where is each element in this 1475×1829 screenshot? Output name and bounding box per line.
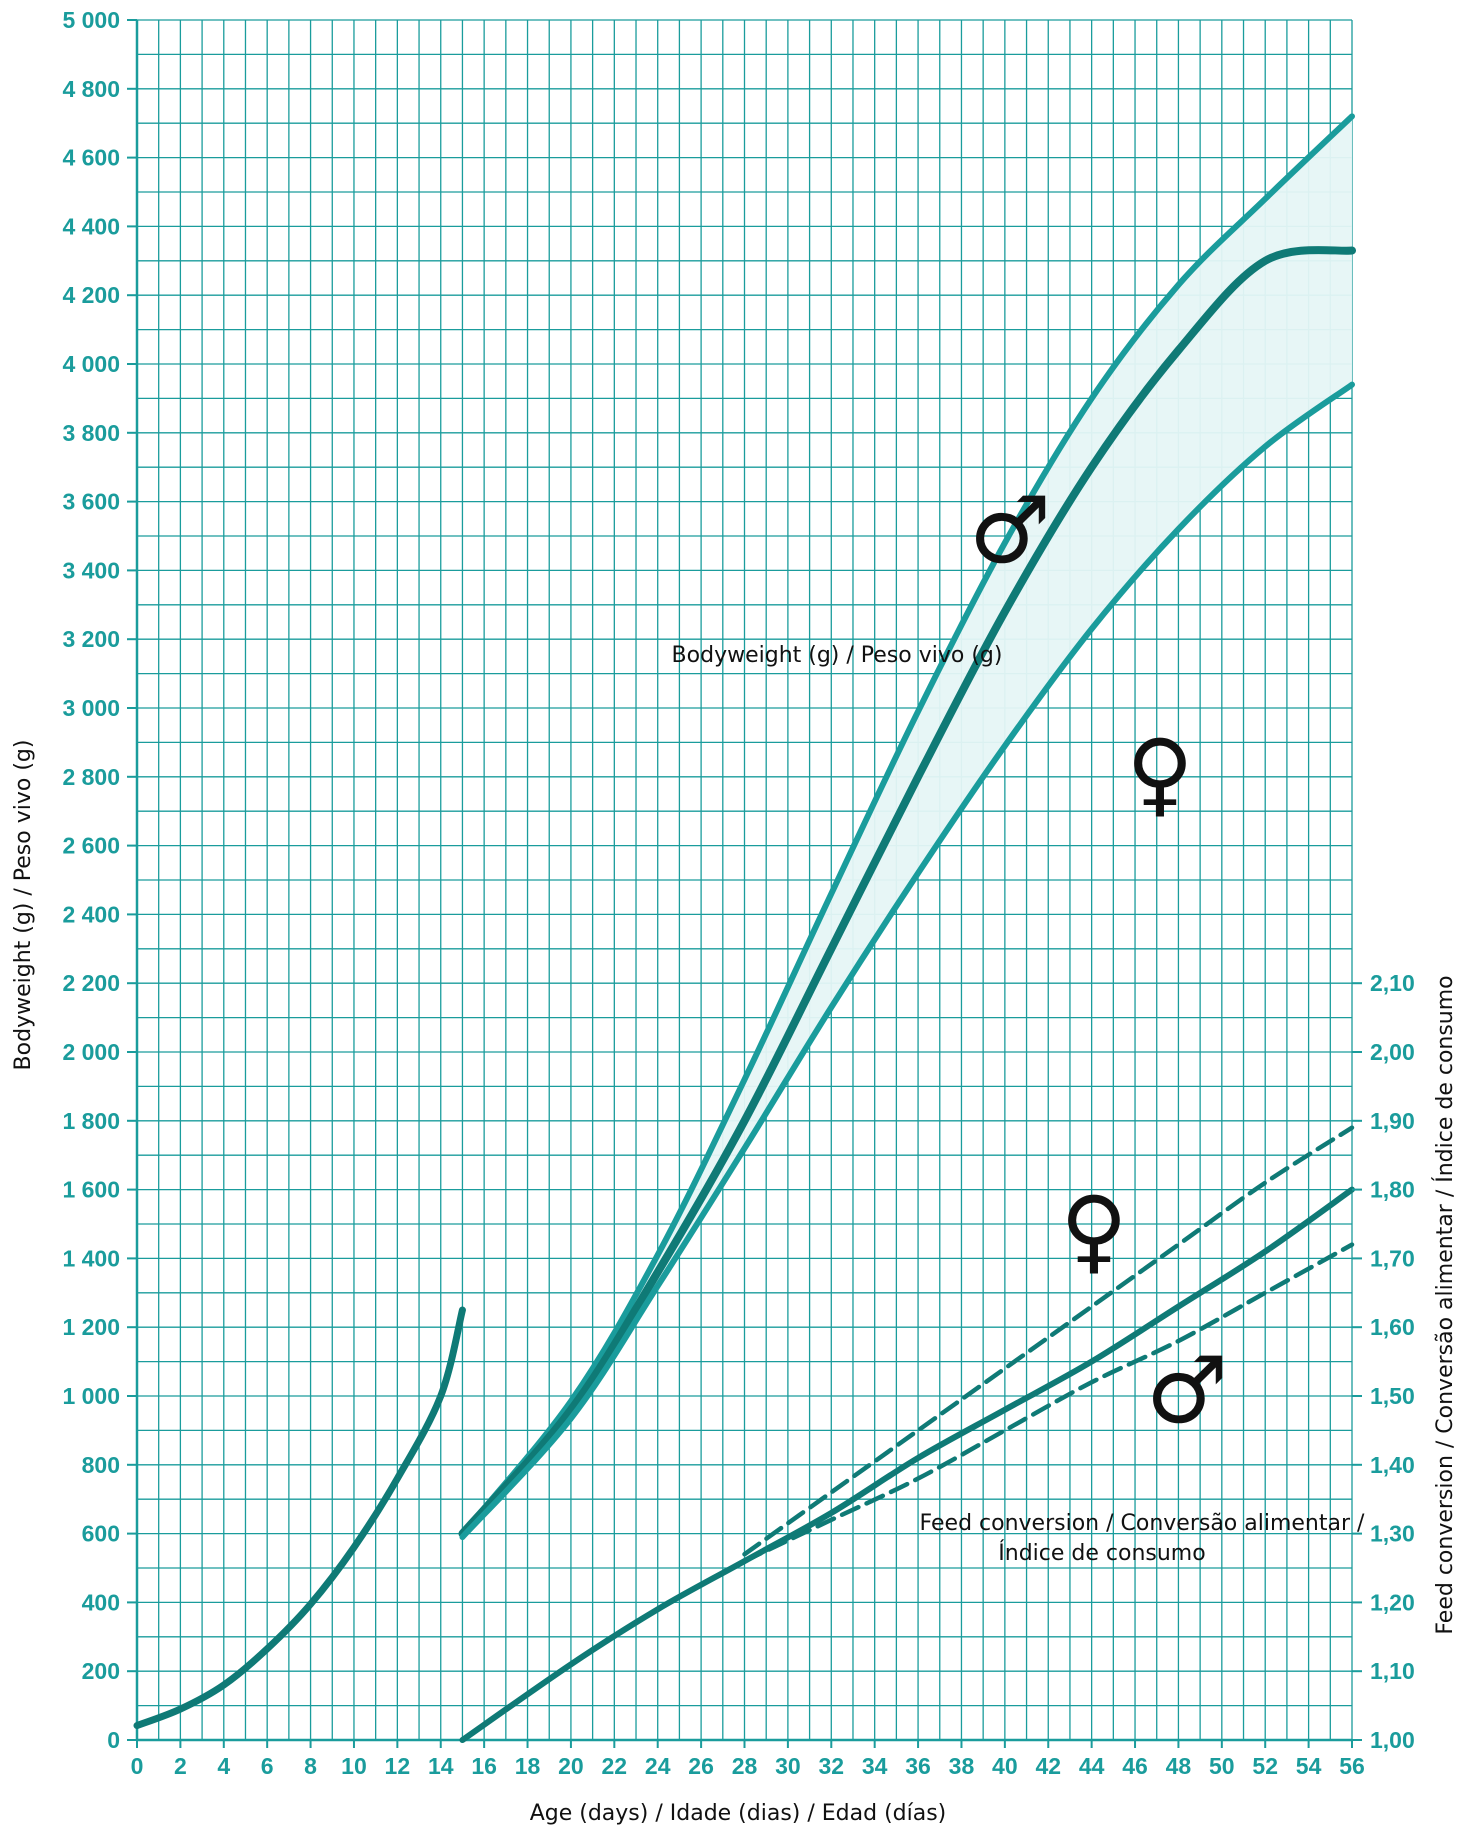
- female-symbol-bodyweight: ♀: [1126, 720, 1193, 827]
- y-tick-label: 1 600: [62, 1177, 120, 1203]
- y-tick-label: 0: [107, 1727, 120, 1753]
- series-line-dashed-upper: [742, 1125, 1355, 1557]
- x-tick-label: 0: [131, 1753, 144, 1779]
- y-tick-label: 2 200: [62, 970, 120, 996]
- y2-tick-label: 1,80: [1370, 1177, 1415, 1203]
- x-tick-label: 34: [862, 1753, 888, 1779]
- x-tick-label: 38: [949, 1753, 975, 1779]
- y-tick-label: 2 400: [62, 901, 120, 927]
- y2-tick-label: 1,60: [1370, 1314, 1415, 1340]
- female-symbol-feed-conversion: ♀: [1060, 1177, 1127, 1284]
- series-line-dashed-lower: [742, 1242, 1355, 1564]
- x-tick-label: 40: [992, 1753, 1018, 1779]
- y-tick-label: 3 400: [62, 557, 120, 583]
- x-tick-label: 54: [1296, 1753, 1322, 1779]
- grid-lines: [135, 19, 1353, 1742]
- x-tick-label: 52: [1252, 1753, 1278, 1779]
- series-line-solid-thick: [133, 1306, 466, 1730]
- x-tick-label: 56: [1339, 1753, 1365, 1779]
- series-line-solid-lower: [459, 381, 1355, 1541]
- y2-tick-label: 1,50: [1370, 1383, 1415, 1409]
- y2-tick-label: 2,10: [1370, 970, 1415, 996]
- x-tick-label: 10: [341, 1753, 367, 1779]
- x-tick-label: 12: [385, 1753, 411, 1779]
- y2-tick-label: 1,90: [1370, 1108, 1415, 1134]
- y-tick-label: 5 000: [62, 7, 120, 33]
- x-tick-label: 20: [558, 1753, 584, 1779]
- x-tick-label: 4: [217, 1753, 230, 1779]
- y-tick-label: 1 200: [62, 1314, 120, 1340]
- x-tick-label: 32: [818, 1753, 844, 1779]
- y-tick-label: 1 000: [62, 1383, 120, 1409]
- y2-tick-label: 2,00: [1370, 1039, 1415, 1065]
- x-tick-label: 26: [688, 1753, 714, 1779]
- series-line-solid-upper: [459, 113, 1355, 1537]
- series-line-solid: [459, 1186, 1355, 1743]
- y2-tick-label: 1,70: [1370, 1245, 1415, 1271]
- x-tick-label: 8: [304, 1753, 317, 1779]
- y-tick-label: 3 200: [62, 626, 120, 652]
- y-tick-label: 1 800: [62, 1108, 120, 1134]
- y-tick-label: 800: [82, 1452, 120, 1478]
- y-tick-label: 2 600: [62, 833, 120, 859]
- x-tick-label: 42: [1035, 1753, 1061, 1779]
- x-axis-ticks: 0 2 4 6 8 10 12 14 16 18 20 22 24 26 28 30 32 34 36 38 40 42 4…: [131, 1740, 1365, 1779]
- x-tick-label: 18: [515, 1753, 541, 1779]
- y2-tick-label: 1,10: [1370, 1658, 1415, 1684]
- y2-axis-ticks: 1,00 1,10 1,20 1,30 1,40 1,50 1,60 1,70 1,80 1,90…: [1352, 970, 1415, 1753]
- y2-tick-label: 1,30: [1370, 1521, 1415, 1547]
- y2-tick-label: 1,40: [1370, 1452, 1415, 1478]
- series-line-solid-mean: [458, 246, 1356, 1538]
- y-tick-label: 3 800: [62, 420, 120, 446]
- x-tick-label: 50: [1209, 1753, 1235, 1779]
- y-axis-ticks: 0 200 400 600 800 1 000 1 200 1 400 1 600 1 800 2 …: [62, 7, 137, 1753]
- x-tick-label: 28: [732, 1753, 758, 1779]
- x-tick-label: 30: [775, 1753, 801, 1779]
- male-symbol-feed-conversion: ♂: [1146, 1337, 1228, 1444]
- y2-tick-label: 1,20: [1370, 1589, 1415, 1615]
- bodyweight-range-band: [462, 116, 1353, 1538]
- x-tick-label: 36: [905, 1753, 931, 1779]
- y-tick-label: 2 800: [62, 764, 120, 790]
- y-tick-label: 4 400: [62, 213, 120, 239]
- male-symbol-bodyweight: ♂: [969, 477, 1051, 584]
- y2-axis-title: Feed conversion / Conversão alimentar / …: [1432, 975, 1458, 1634]
- y-tick-label: 4 000: [62, 351, 120, 377]
- y-tick-label: 4 200: [62, 282, 120, 308]
- feed-conversion-annotation-line1: Feed conversion / Conversão alimentar /: [920, 1511, 1365, 1536]
- y-tick-label: 3 000: [62, 695, 120, 721]
- x-tick-label: 44: [1079, 1753, 1105, 1779]
- y-tick-label: 3 600: [62, 489, 120, 515]
- x-axis-title: Age (days) / Idade (dias) / Edad (días): [530, 1801, 947, 1826]
- feed-conversion-annotation-line2: Índice de consumo: [998, 1540, 1205, 1566]
- y-tick-label: 4 600: [62, 145, 120, 171]
- x-tick-label: 24: [645, 1753, 671, 1779]
- y-tick-label: 600: [82, 1521, 120, 1547]
- y-tick-label: 200: [82, 1658, 120, 1684]
- x-tick-label: 46: [1122, 1753, 1148, 1779]
- y-tick-label: 2 000: [62, 1039, 120, 1065]
- x-tick-label: 22: [602, 1753, 628, 1779]
- x-tick-label: 2: [174, 1753, 187, 1779]
- y-tick-label: 1 400: [62, 1245, 120, 1271]
- x-tick-label: 48: [1166, 1753, 1192, 1779]
- bodyweight-band-fill: [462, 116, 1353, 1538]
- y-tick-label: 400: [82, 1589, 120, 1615]
- y-axis-title: Bodyweight (g) / Peso vivo (g): [11, 740, 36, 1071]
- bodyweight-annotation: Bodyweight (g) / Peso vivo (g): [672, 643, 1003, 668]
- series-layer: [133, 113, 1356, 1743]
- y2-tick-label: 1,00: [1370, 1727, 1415, 1753]
- x-tick-label: 6: [261, 1753, 274, 1779]
- y-tick-label: 4 800: [62, 76, 120, 102]
- x-tick-label: 16: [471, 1753, 497, 1779]
- x-tick-label: 14: [428, 1753, 454, 1779]
